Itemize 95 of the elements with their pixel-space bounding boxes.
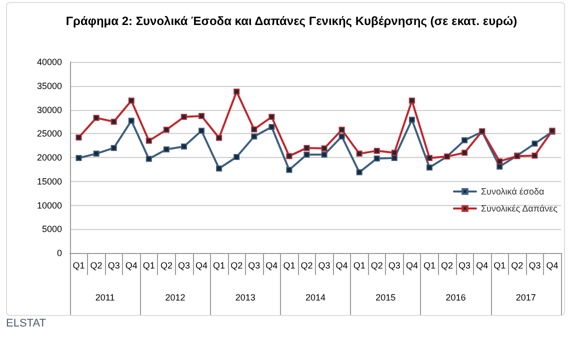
x-tick-label: Q1 — [423, 260, 436, 270]
x-tick-label: Q4 — [546, 260, 558, 270]
y-tick-label: 0 — [56, 248, 62, 258]
point — [426, 164, 432, 171]
point — [304, 152, 310, 158]
point — [321, 145, 328, 152]
text: 2015 — [376, 292, 396, 302]
point — [374, 148, 380, 154]
x-tick-label: Q3 — [108, 260, 120, 270]
x-tick-label: Q2 — [90, 260, 102, 270]
x-tick-label: Q2 — [511, 260, 524, 270]
legend-label: Συνολικά έσοδα — [480, 186, 544, 196]
point — [76, 154, 82, 161]
point — [251, 126, 258, 132]
x-tick-label: Q1 — [494, 260, 506, 270]
x-tick-label: Q3 — [248, 260, 260, 270]
point — [198, 128, 205, 134]
x-tick-label: Q3 — [178, 260, 190, 270]
point — [321, 152, 328, 158]
point — [374, 155, 380, 162]
x-tick-label: Q1 — [283, 260, 296, 270]
point — [356, 169, 362, 176]
x-tick-label: Q4 — [476, 260, 488, 270]
x-tick-label: Q1 — [72, 260, 85, 270]
point — [391, 154, 398, 161]
x-tick-label: Q3 — [388, 260, 400, 270]
point — [286, 153, 292, 160]
y-tick-label: 5000 — [42, 224, 62, 234]
x-tick-label: Q2 — [300, 260, 313, 270]
point — [426, 154, 432, 161]
point — [163, 126, 170, 133]
x-tick-label: Q4 — [196, 260, 208, 270]
point — [234, 88, 240, 95]
x-tick-label: Q1 — [142, 260, 155, 270]
x-tick-label: Q4 — [406, 260, 418, 270]
point — [268, 124, 275, 130]
point — [128, 118, 134, 124]
point — [338, 126, 345, 133]
point — [146, 156, 152, 162]
point — [180, 114, 187, 120]
x-tick-label: Q4 — [125, 260, 138, 270]
x-tick-label: Q4 — [336, 260, 348, 270]
text: 2013 — [235, 292, 256, 302]
point — [110, 118, 117, 125]
point — [128, 98, 134, 104]
x-tick-label: Q2 — [370, 260, 383, 270]
point — [146, 138, 152, 144]
x-tick-label: Q1 — [353, 260, 366, 270]
point — [496, 158, 503, 164]
x-tick-label: Q1 — [213, 260, 226, 270]
y-tick-label: 10000 — [36, 200, 62, 210]
text: 2012 — [165, 292, 186, 302]
point — [286, 166, 292, 173]
point — [338, 133, 345, 140]
legend-label: Συνολικές Δαπάνες — [480, 204, 558, 214]
x-tick-label: Q3 — [458, 260, 471, 270]
point — [180, 144, 187, 150]
text: 2016 — [446, 292, 466, 302]
chart-title: Γράφημα 2: Συνολικά Έσοδα και Δαπάνες Γενικής Κυβέρνησης (σε εκατ. ευρώ) — [66, 14, 518, 28]
x-tick-label: Q3 — [528, 260, 541, 270]
text: 2011 — [95, 292, 115, 302]
point — [93, 114, 100, 121]
point — [268, 114, 275, 120]
text: ELSTAT — [6, 318, 46, 330]
y-tick-label: 15000 — [36, 176, 62, 186]
point — [163, 146, 170, 152]
y-tick-label: 30000 — [36, 104, 62, 115]
text: 2014 — [305, 292, 326, 302]
point — [93, 150, 100, 157]
point — [532, 140, 538, 147]
point — [110, 144, 117, 151]
point — [356, 150, 362, 157]
y-tick-label: 20000 — [36, 152, 62, 162]
x-tick-label: Q2 — [230, 260, 243, 270]
point — [462, 150, 468, 156]
point — [391, 150, 398, 156]
x-tick-label: Q2 — [160, 260, 172, 270]
point — [408, 116, 415, 123]
x-tick-label: Q3 — [318, 260, 330, 270]
x-tick-label: Q4 — [266, 260, 278, 270]
x-tick-label: Q2 — [441, 260, 454, 270]
point — [532, 152, 538, 159]
point — [76, 134, 82, 140]
point — [198, 112, 205, 119]
point — [234, 154, 240, 160]
y-tick-label: 40000 — [36, 57, 62, 67]
point — [408, 98, 415, 104]
text: 2017 — [516, 292, 536, 302]
point — [216, 134, 222, 141]
y-tick-label: 25000 — [36, 128, 62, 139]
point — [304, 144, 310, 151]
y-tick-label: 35000 — [36, 80, 62, 91]
point — [216, 165, 222, 172]
point — [462, 137, 468, 144]
point — [251, 133, 258, 140]
